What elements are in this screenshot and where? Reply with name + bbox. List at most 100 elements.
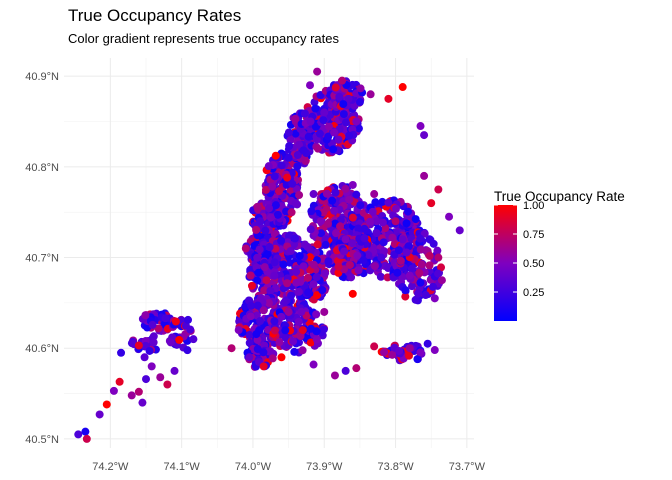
data-point xyxy=(175,335,184,344)
data-point xyxy=(253,301,262,310)
data-point xyxy=(316,91,325,100)
data-point xyxy=(317,229,326,238)
data-point xyxy=(370,190,379,199)
data-point xyxy=(391,217,400,226)
data-point xyxy=(407,264,416,273)
data-point xyxy=(434,185,443,194)
data-point xyxy=(247,301,256,310)
data-point xyxy=(295,140,304,149)
data-point xyxy=(259,306,268,315)
data-point xyxy=(312,327,321,336)
data-point xyxy=(328,196,337,205)
axis-labels: 74.2°W 74.1°W 74.0°W 73.9°W 73.8°W 73.7°W 40.5… xyxy=(25,71,485,473)
data-point xyxy=(384,94,393,103)
data-point xyxy=(331,188,340,197)
data-point xyxy=(411,295,420,304)
data-point xyxy=(364,251,373,260)
data-point xyxy=(384,198,393,207)
data-point xyxy=(427,199,436,208)
data-point xyxy=(330,371,339,380)
data-point xyxy=(345,260,354,269)
data-point xyxy=(304,288,313,297)
data-point xyxy=(309,280,318,289)
data-point xyxy=(339,100,348,109)
data-point xyxy=(306,81,314,90)
data-point xyxy=(383,273,392,282)
x-tick-label: 73.8°W xyxy=(377,461,414,473)
data-point xyxy=(245,330,254,339)
data-point xyxy=(299,262,308,271)
data-point xyxy=(142,375,150,384)
data-point xyxy=(348,180,357,189)
data-point xyxy=(253,253,262,262)
data-point xyxy=(303,273,312,282)
data-point xyxy=(277,161,286,170)
data-point xyxy=(291,199,300,208)
data-point xyxy=(234,326,243,335)
x-tick-label: 74.1°W xyxy=(164,461,201,473)
data-point xyxy=(109,386,118,395)
data-point xyxy=(141,311,150,320)
data-point xyxy=(426,235,435,244)
data-point xyxy=(184,315,193,324)
data-point xyxy=(347,273,356,282)
data-point xyxy=(324,257,333,266)
data-point xyxy=(341,235,350,244)
data-point xyxy=(265,243,274,252)
data-point xyxy=(320,108,329,117)
data-point xyxy=(227,344,236,353)
data-point xyxy=(329,145,338,154)
data-point xyxy=(342,118,351,127)
data-point xyxy=(378,218,387,227)
data-point xyxy=(331,229,340,238)
data-point xyxy=(134,341,143,350)
data-point xyxy=(391,204,400,213)
legend-colorbar xyxy=(494,205,517,321)
data-point xyxy=(295,191,304,200)
data-point xyxy=(348,289,357,298)
data-point xyxy=(330,128,339,137)
data-point xyxy=(305,253,314,262)
data-point xyxy=(161,314,170,323)
data-point xyxy=(283,279,292,288)
data-point xyxy=(253,345,262,354)
data-point xyxy=(370,342,379,351)
data-point xyxy=(404,242,413,251)
data-point xyxy=(156,373,165,382)
data-point xyxy=(294,287,303,296)
data-point xyxy=(140,353,149,362)
data-point xyxy=(352,364,361,373)
data-point xyxy=(356,84,365,93)
data-point xyxy=(256,217,265,226)
data-point xyxy=(348,239,357,248)
data-point xyxy=(293,151,302,160)
data-point xyxy=(283,173,292,182)
data-point xyxy=(270,258,279,267)
data-point xyxy=(270,326,279,335)
data-point xyxy=(344,94,353,103)
data-point xyxy=(277,353,286,362)
data-point xyxy=(309,260,318,269)
data-point xyxy=(246,265,255,274)
data-point xyxy=(401,292,410,301)
data-point xyxy=(253,202,262,211)
data-point xyxy=(259,362,268,371)
data-point xyxy=(324,122,333,131)
data-point xyxy=(421,291,430,300)
data-point xyxy=(437,263,446,272)
data-point xyxy=(306,225,315,234)
data-point xyxy=(245,353,254,362)
data-point xyxy=(74,430,83,439)
data-point xyxy=(398,83,407,92)
data-point xyxy=(252,330,261,339)
data-point xyxy=(414,289,423,298)
data-point xyxy=(289,337,298,346)
data-point xyxy=(262,276,271,285)
data-point xyxy=(260,263,269,272)
data-point xyxy=(247,281,256,290)
data-point xyxy=(309,190,318,199)
data-point xyxy=(313,240,322,249)
data-point xyxy=(268,182,277,191)
data-point xyxy=(255,245,264,254)
